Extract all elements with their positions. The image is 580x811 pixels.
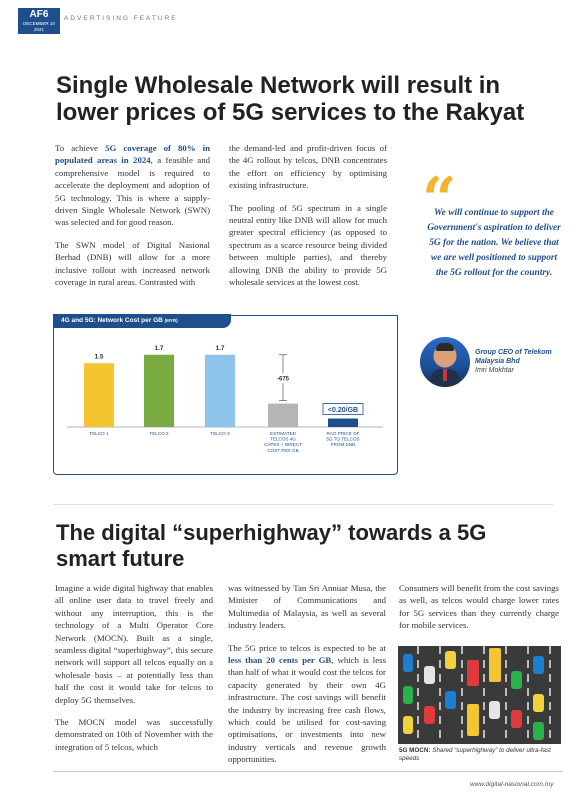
category-label-1: TELCO 1 <box>89 431 109 436</box>
date-line-1: DECEMBER 10 <box>23 21 55 26</box>
article2-col3-paragraph-1: Consumers will benefit from the cost sav… <box>399 583 559 631</box>
article1-column-2: the demand-led and profit-driven focus o… <box>229 142 387 298</box>
chart-title-unit: (MYR) <box>164 318 178 323</box>
ceo-avatar <box>420 337 470 387</box>
date-line-2: 2021 <box>33 27 44 32</box>
page-number-badge: AF6 DECEMBER 10 2021 <box>18 8 60 34</box>
price-highlight: less than 20 cents per GB <box>228 655 332 666</box>
article1-col1-paragraph-1: To achieve 5G coverage of 80% in populat… <box>55 143 210 228</box>
bar-3 <box>205 354 235 427</box>
article2-col2-paragraph-2: The 5G price to telcos is expected to be… <box>228 642 386 765</box>
ceo-title: Group CEO of Telekom Malaysia Bhd <box>475 349 552 365</box>
range-annotation: -675 <box>277 377 290 383</box>
data-label-1: 1.5 <box>94 353 103 360</box>
chart-title: 4G and 5G: Network Cost per GB (MYR) <box>53 314 231 328</box>
data-label-3: 1.7 <box>215 345 224 352</box>
data-label-box-5 <box>322 403 364 415</box>
network-cost-bar-chart: 1.5 TELCO 1 1.7 TELCO 2 1.7 TELCO 3 ESTIMATED T… <box>67 345 383 453</box>
bar-4 <box>268 403 298 427</box>
website-link[interactable]: www.digital-nasional.com.my <box>470 781 554 788</box>
article2-headline: The digital “superhighway” towards a 5G … <box>56 520 487 571</box>
advertising-feature-label: ADVERTISING FEATURE <box>64 15 178 22</box>
data-label-2: 1.7 <box>154 345 163 352</box>
article1-col1-paragraph-2: The SWN model of Digital Nasional Berhad… <box>55 239 210 288</box>
article2-column-1: Imagine a wide digital highway that enab… <box>55 582 213 763</box>
category-label-3: TELCO 3 <box>210 431 230 436</box>
article2-column-3: Consumers will benefit from the cost sav… <box>399 582 559 642</box>
coverage-highlight: 5G coverage of 80% in populated areas in… <box>55 143 210 166</box>
article2-col1-paragraph-2: The MOCN model was successfully demonstr… <box>55 717 213 752</box>
page-number: AF6 <box>29 9 49 20</box>
bar-1 <box>84 363 114 427</box>
photo-caption: 5G MOCN: Shared “superhighway” to delive… <box>399 747 551 762</box>
article2-col2-paragraph-1: was witnessed by Tan Sri Annuar Musa, th… <box>228 583 386 631</box>
range-label-bg <box>273 373 293 384</box>
bar-2 <box>144 354 174 427</box>
quote-mark-icon: “ <box>422 165 457 235</box>
article1-col2-paragraph-1: the demand-led and profit-driven focus o… <box>229 143 387 191</box>
category-label-4: ESTIMATED TELCOS 4G CAPEX + DIRECT COST PER… <box>264 431 302 453</box>
article1-headline: Single Wholesale Network will result in … <box>56 72 525 126</box>
category-label-2: TELCO 2 <box>149 431 169 436</box>
data-label-5: <0.20/GB <box>328 407 358 414</box>
article2-col1-paragraph-1: Imagine a wide digital highway that enab… <box>55 583 213 705</box>
bar-5 <box>328 418 358 427</box>
article1-col2-paragraph-2: The pooling of 5G spectrum in a single n… <box>229 202 387 288</box>
footer-divider <box>53 771 563 772</box>
ceo-name: Imri Mokhtar <box>475 367 514 374</box>
category-label-5: RAO PRICE OF 5G TO TELCOS FROM DNB <box>326 431 359 447</box>
section-divider <box>53 504 553 505</box>
ceo-quote: We will continue to support the Governme… <box>427 208 561 278</box>
article1-column-1: To achieve 5G coverage of 80% in populat… <box>55 142 210 298</box>
highway-photo <box>398 646 561 744</box>
highway-illustration <box>398 646 561 744</box>
article2-column-2: was witnessed by Tan Sri Annuar Musa, th… <box>228 582 386 776</box>
